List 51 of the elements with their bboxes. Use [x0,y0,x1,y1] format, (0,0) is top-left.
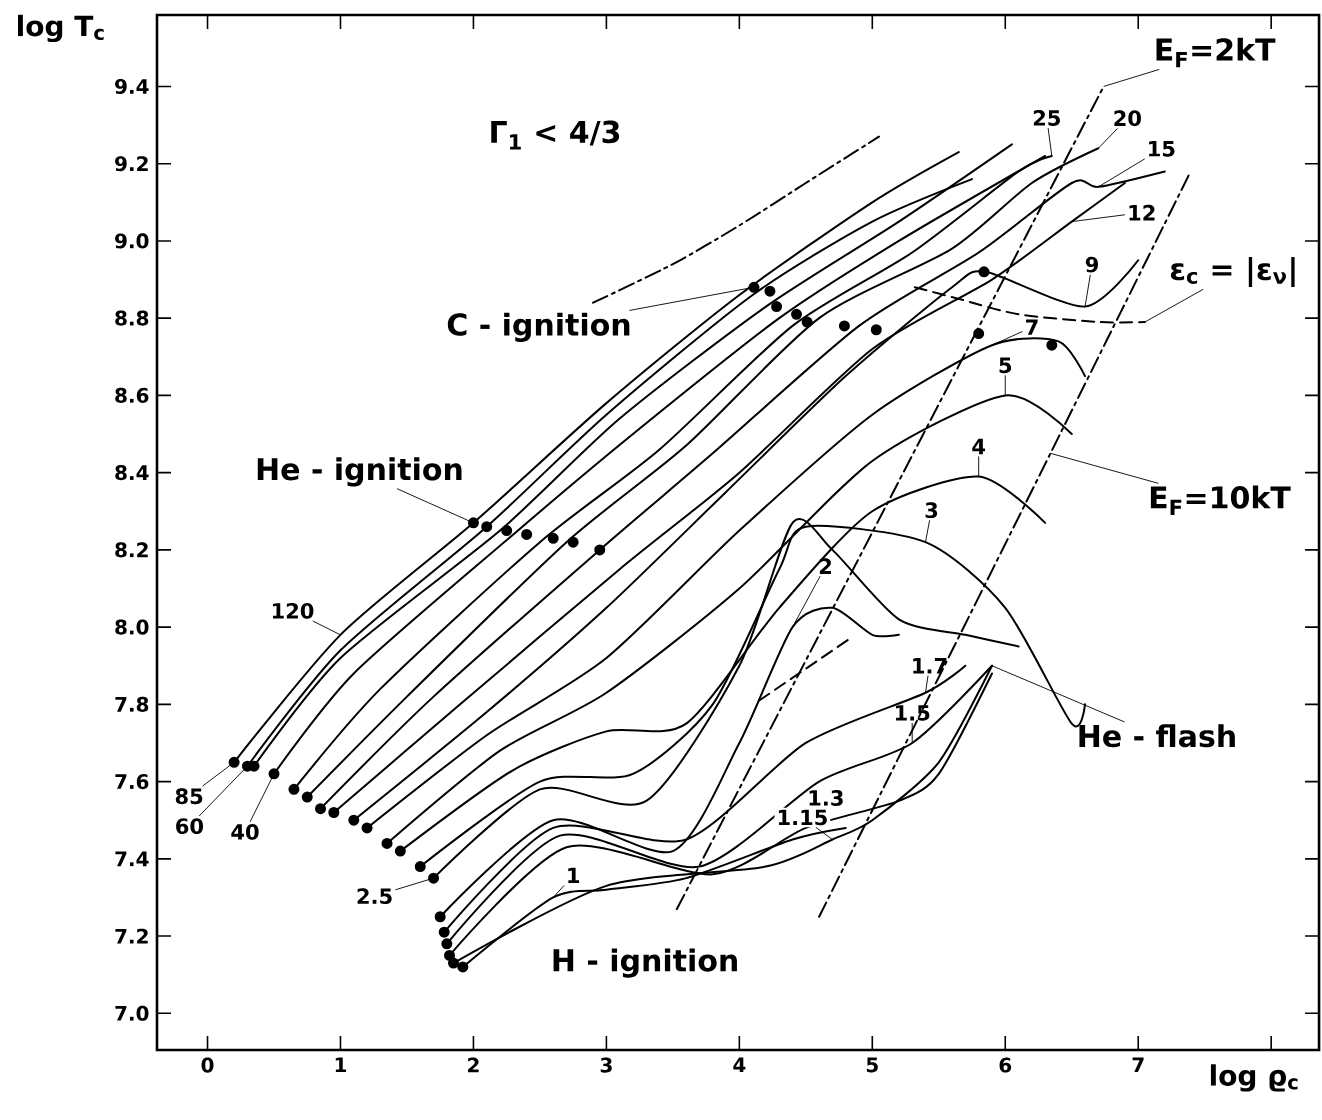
annotation: 85 [175,788,203,805]
annotation: C - ignition [447,312,630,342]
annotation: 1 [568,867,580,884]
annotation: He - flash [1079,724,1235,748]
y-tick-label: 9.0 [115,233,149,249]
x-axis-title: log ϱ$_{c}$ [1210,1064,1298,1092]
y-tick-label: 7.2 [115,928,148,944]
y-tick-label: 7.4 [115,851,149,867]
y-tick-label: 8.2 [115,542,148,558]
annotation: 7 [1026,319,1038,335]
annotation: 4 [972,438,986,455]
x-tick-label: 1 [335,1057,347,1073]
annotation: 40 [231,823,259,840]
x-tick-label: 6 [999,1057,1012,1073]
annotation: 5 [999,357,1012,374]
annotation: H - ignition [553,948,737,978]
annotation: 20 [1114,110,1141,127]
y-axis-title: log T$_{c}$ [18,14,104,43]
y-tick-label: 7.6 [115,774,149,790]
annotation: 1.3 [809,789,843,806]
y-tick-label: 8.0 [115,619,149,635]
x-tick-label: 2 [468,1057,479,1073]
y-tick-label: 8.6 [115,387,149,403]
y-tick-label: 7.8 [115,696,149,712]
annotation: E$_{F}$=10kT [1150,485,1291,516]
y-tick-label: 9.4 [115,78,149,94]
annotation: 9 [1085,256,1098,273]
annotation: 1.5 [895,705,930,721]
y-tick-label: 7.0 [115,1005,149,1021]
annotation: 120 [272,602,314,619]
annotation: Γ$_{1}$ < 4/3 [491,120,620,150]
annotation: 60 [176,818,204,835]
annotation: 12 [1129,204,1155,221]
annotation: 2 [819,558,832,574]
x-tick-label: 7 [1132,1057,1144,1073]
x-tick-label: 4 [733,1057,746,1073]
annotation: E$_{F}$=2kT [1156,37,1276,68]
annotation: 1.15 [778,809,827,826]
y-tick-label: 8.4 [115,465,149,481]
annotation: ε$_{c}$ = |ε$_{ν}$| [1170,257,1295,288]
y-tick-label: 8.8 [115,310,149,326]
annotation: He - ignition [257,457,462,487]
x-tick-label: 5 [866,1057,878,1073]
x-tick-label: 3 [600,1057,612,1073]
annotation: 15 [1149,141,1175,157]
annotation: 1.7 [913,658,947,674]
annotation: 3 [925,502,938,519]
y-tick-label: 9.2 [115,156,148,172]
annotation: 2.5 [357,888,392,905]
annotation: 25 [1033,110,1060,126]
x-tick-label: 0 [201,1057,214,1073]
